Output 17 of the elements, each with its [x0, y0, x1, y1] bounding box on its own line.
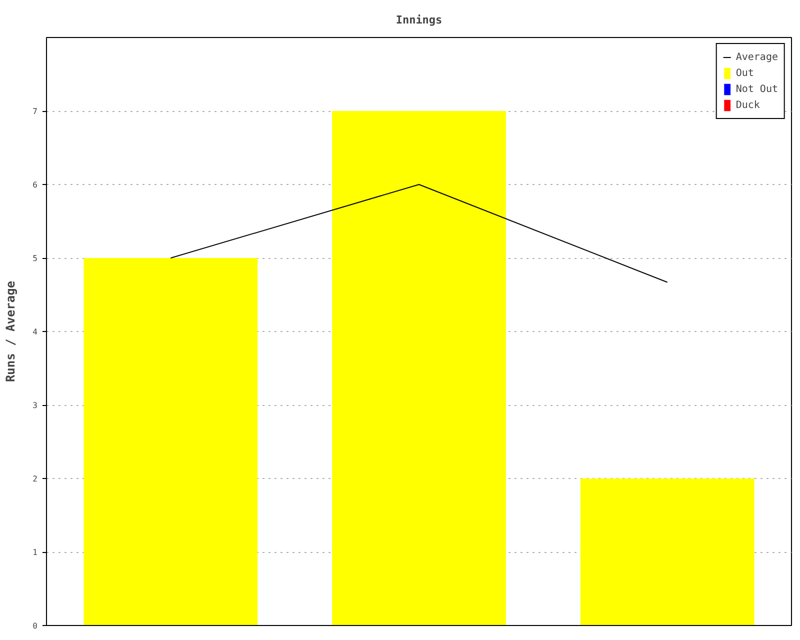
y-tick-label: 1 — [32, 548, 38, 557]
legend-label: Not Out — [736, 82, 778, 96]
y-axis-title: Runs / Average — [4, 280, 18, 382]
legend-label: Duck — [736, 98, 760, 112]
legend-label: Average — [736, 50, 778, 64]
y-tick-label: 0 — [32, 622, 38, 630]
y-tick-label: 4 — [32, 328, 38, 336]
y-tick-label: 7 — [32, 107, 38, 116]
bar — [84, 258, 258, 626]
y-tick-label: 2 — [32, 474, 38, 484]
legend-label: Out — [736, 66, 755, 80]
bar — [332, 111, 506, 626]
bar — [580, 478, 754, 626]
y-tick-label: 6 — [32, 180, 38, 190]
y-tick-label: 3 — [32, 401, 38, 410]
chart-title: Innings — [396, 14, 442, 26]
y-tick-label: 5 — [32, 254, 38, 263]
